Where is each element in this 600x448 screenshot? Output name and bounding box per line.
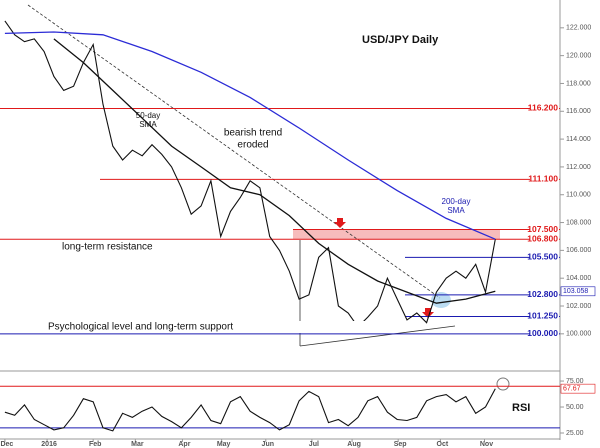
y-tick-label: 116.000 [566, 108, 591, 115]
line-series [4, 388, 496, 432]
level-label: 101.250 [527, 311, 558, 321]
y-tick-label: 50.00 [566, 404, 584, 411]
annotation: SMA [447, 206, 465, 215]
level-label: 105.500 [527, 252, 558, 262]
y-tick-label: 122.000 [566, 25, 591, 32]
level-label: 106.800 [527, 233, 558, 243]
support-line [299, 325, 456, 347]
price-tag [560, 383, 596, 394]
level-label-bg [530, 311, 559, 322]
layout [293, 229, 500, 240]
line-series [53, 38, 496, 304]
y-tick-label: 118.000 [566, 80, 591, 87]
y-tick-label: 100.000 [566, 331, 591, 338]
x-tick-label: 2016 [41, 441, 57, 448]
chart-title: RSI [512, 402, 530, 414]
x-tick-label: Mar [131, 441, 144, 448]
highlight [496, 377, 510, 391]
y-tick-label: 108.000 [566, 219, 591, 226]
level-label: 116.200 [528, 103, 559, 113]
y-tick-label: 106.000 [566, 247, 591, 254]
x-tick-label: Dec [0, 441, 13, 448]
y-tick-label: 102.000 [566, 303, 591, 310]
trend-line [27, 4, 441, 299]
annotation: 200-day [442, 197, 471, 206]
x-tick-label: Nov [480, 441, 493, 448]
y-tick-label: 114.000 [566, 136, 591, 143]
x-tick-label: Jul [309, 441, 319, 448]
level-label: 102.800 [527, 289, 558, 299]
price-tag [560, 286, 596, 297]
x-tick-label: Apr [178, 441, 190, 448]
x-tick-label: Aug [347, 441, 361, 448]
level-label: 107.500 [527, 224, 558, 234]
level-label: 100.000 [527, 328, 558, 338]
level-label-bg [530, 252, 559, 263]
y-tick-label: 120.000 [566, 52, 591, 59]
annotation-bg [46, 321, 378, 333]
annotation: eroded [237, 140, 268, 151]
x-tick-label: Feb [89, 441, 101, 448]
highlight [431, 292, 451, 308]
level-label-bg [530, 103, 559, 114]
price-tag-label: 67.67 [563, 386, 581, 393]
y-tick-label: 25.00 [566, 430, 584, 437]
level-label: 111.100 [528, 174, 558, 184]
level-label-bg [530, 224, 559, 235]
y-tick-label: 110.000 [566, 192, 591, 199]
arrow [334, 218, 346, 228]
level-label-bg [530, 174, 559, 185]
x-tick-label: Sep [394, 441, 407, 448]
annotation: 50-day [136, 111, 160, 120]
annotation: bearish trend [224, 128, 282, 139]
x-tick-label: May [217, 441, 231, 448]
y-tick-label: 104.000 [566, 275, 591, 282]
x-tick-label: Oct [437, 441, 449, 448]
y-tick-label: 75.00 [566, 378, 584, 385]
resistance-zone [293, 229, 500, 240]
y-tick-label: 112.000 [566, 164, 591, 171]
chart-title: USD/JPY Daily [362, 34, 439, 46]
annotation: SMA [139, 120, 157, 129]
line-series [4, 31, 496, 240]
x-tick-label: Jun [262, 441, 274, 448]
level-label-bg [530, 328, 559, 339]
level-label-bg [530, 234, 559, 245]
price-tag-label: 103.058 [563, 288, 588, 295]
level-label-bg [530, 289, 559, 300]
annotation: long-term resistance [62, 242, 153, 253]
line-series [4, 20, 496, 328]
annotation: Psychological level and long-term suppor… [48, 322, 233, 333]
